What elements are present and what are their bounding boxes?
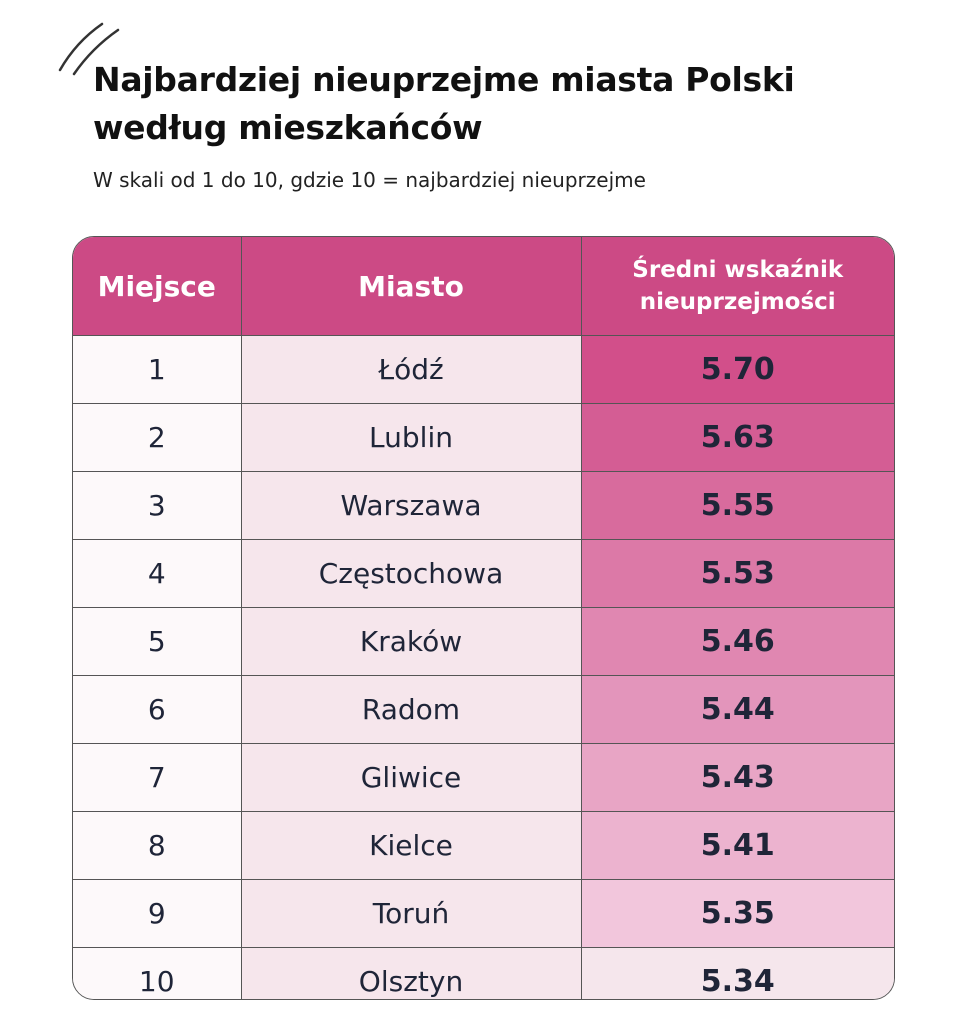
table-row: 10 Olsztyn 5.34: [73, 947, 894, 999]
table-cell: Olsztyn: [241, 947, 582, 999]
table-cell: Gliwice: [241, 743, 582, 812]
table-cell: 6: [73, 675, 242, 744]
column-header: Średni wskaźnik nieuprzejmości: [581, 237, 894, 336]
table-row: 7 Gliwice 5.43: [73, 743, 894, 812]
table-cell: 5.63: [581, 403, 894, 472]
table-frame: Miejsce Miasto Średni wskaźnik nieuprzejmo…: [72, 236, 895, 1000]
table-row: 8 Kielce 5.41: [73, 811, 894, 880]
table-row: 6 Radom 5.44: [73, 675, 894, 744]
table-row: 2 Lublin 5.63: [73, 403, 894, 472]
table-cell: Radom: [241, 675, 582, 744]
table-cell: 8: [73, 811, 242, 880]
header-row: Miejsce Miasto Średni wskaźnik nieuprzejmo…: [73, 237, 894, 336]
table-row: 3 Warszawa 5.55: [73, 471, 894, 540]
table-cell: Toruń: [241, 879, 582, 948]
table-cell: 3: [73, 471, 242, 540]
table-cell: Lublin: [241, 403, 582, 472]
table-cell: 5.43: [581, 743, 894, 812]
table-cell: 5.53: [581, 539, 894, 608]
table-cell: 9: [73, 879, 242, 948]
table-cell: 5.55: [581, 471, 894, 540]
subtitle: W skali od 1 do 10, gdzie 10 = najbardzi…: [93, 168, 646, 192]
title-line: według mieszkańców: [93, 108, 483, 147]
table-cell: 2: [73, 403, 242, 472]
column-header: Miasto: [241, 237, 582, 336]
table-cell: Łódź: [241, 335, 582, 404]
table-cell: 5.70: [581, 335, 894, 404]
table-row: 5 Kraków 5.46: [73, 607, 894, 676]
table-cell: 5.44: [581, 675, 894, 744]
table-cell: 10: [73, 947, 242, 999]
table-cell: Warszawa: [241, 471, 582, 540]
table-cell: Kielce: [241, 811, 582, 880]
table-cell: 5.41: [581, 811, 894, 880]
table-row: 1 Łódź 5.70: [73, 335, 894, 404]
table-body: 1 Łódź 5.70 2 Lublin 5.63 3 Warszawa 5.55 4 Często…: [73, 335, 894, 999]
table-cell: 5: [73, 607, 242, 676]
title: Najbardziej nieuprzejme miasta Polski wed…: [93, 56, 795, 152]
table-row: 4 Częstochowa 5.53: [73, 539, 894, 608]
column-header: Miejsce: [73, 237, 242, 336]
table-cell: 4: [73, 539, 242, 608]
table-cell: Częstochowa: [241, 539, 582, 608]
table-cell: 5.46: [581, 607, 894, 676]
table-row: 9 Toruń 5.35: [73, 879, 894, 948]
decoration: [58, 22, 120, 76]
table-cell: Kraków: [241, 607, 582, 676]
table: Miejsce Miasto Średni wskaźnik nieuprzejmo…: [73, 237, 894, 999]
table-cell: 1: [73, 335, 242, 404]
table-cell: 5.34: [581, 947, 894, 999]
title-line: Najbardziej nieuprzejme miasta Polski: [93, 60, 795, 99]
table-cell: 7: [73, 743, 242, 812]
table-cell: 5.35: [581, 879, 894, 948]
